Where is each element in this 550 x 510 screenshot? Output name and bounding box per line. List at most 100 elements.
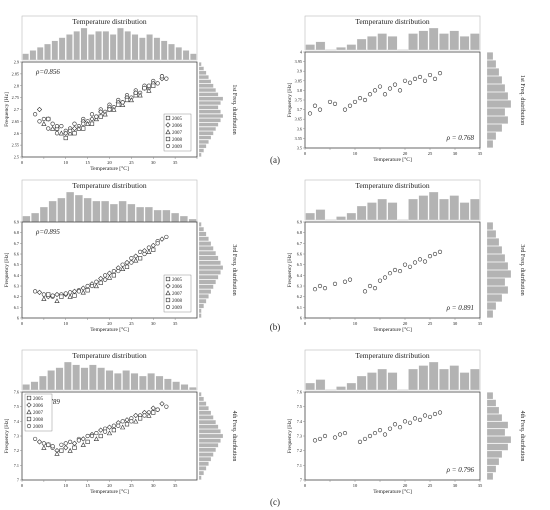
data-point	[54, 131, 60, 136]
y-tick-label: 3.8	[297, 88, 302, 93]
data-point	[427, 414, 433, 420]
y-tick-label: 3.85	[295, 78, 302, 83]
right-hist-bar	[198, 66, 204, 71]
data-point	[372, 286, 378, 291]
data-point	[138, 249, 143, 254]
right-hist-bar	[198, 92, 219, 97]
y-tick-label: 7.4	[14, 419, 20, 424]
right-hist-bar	[486, 116, 509, 124]
top-hist-bar	[387, 36, 398, 51]
data-point	[111, 273, 116, 278]
right-hist-bar	[486, 76, 503, 84]
data-point	[41, 292, 46, 297]
top-hist-bar	[367, 202, 377, 221]
x-tick-label: 15	[85, 483, 90, 488]
right-hist-bar	[486, 84, 506, 92]
data-point	[412, 76, 418, 81]
data-point	[37, 119, 42, 124]
x-tick-label: 25	[129, 321, 134, 326]
top-hist-frame	[21, 15, 198, 61]
y-tick-label: 6.9	[297, 220, 302, 225]
panel-label-c: (c)	[270, 497, 280, 507]
data-point	[124, 417, 130, 423]
right-hist-bar	[198, 299, 207, 304]
data-point	[322, 286, 328, 291]
top-hist-bar	[131, 34, 139, 61]
data-point	[54, 291, 60, 298]
top-hist-bar	[117, 27, 124, 61]
right-hist-bar	[486, 436, 512, 444]
right-hist-bar	[198, 461, 209, 466]
y-tick-label: 3.55	[295, 136, 302, 141]
top-hist-bar	[418, 30, 429, 51]
top-hist-bar	[127, 203, 136, 223]
top-hist-bar	[356, 205, 367, 221]
data-point	[36, 289, 43, 296]
data-point	[85, 283, 90, 289]
y-axis-label: Frequency [Hz]	[287, 253, 293, 288]
legend-marker	[26, 423, 32, 429]
x-tick-label: 10	[64, 321, 69, 326]
top-hist-bar	[449, 365, 460, 391]
data-point	[422, 413, 428, 418]
right-hist-bar	[198, 255, 219, 261]
y-tick-label: 6.8	[297, 230, 302, 235]
data-point	[138, 416, 143, 421]
top-hist-bar	[439, 368, 449, 391]
y-tick-label: 6	[17, 316, 19, 321]
data-point	[98, 109, 104, 115]
top-hist-bar	[164, 378, 172, 391]
legend-entry: 2006	[172, 285, 183, 290]
right-hist-bar	[198, 457, 212, 462]
right-hist-bar	[486, 472, 494, 480]
correlation-label: ρ=0.895	[35, 228, 60, 236]
top-hist-bar	[95, 31, 102, 61]
right-hist-bar	[486, 100, 512, 108]
right-hist-bar	[486, 52, 494, 60]
right-hist-bar	[198, 475, 202, 480]
data-point	[68, 290, 73, 295]
top-hist-bar	[171, 212, 180, 223]
data-point	[142, 251, 147, 257]
data-point	[392, 422, 398, 427]
top-hist-bar	[97, 367, 105, 391]
data-point	[50, 444, 55, 449]
data-point	[362, 97, 368, 103]
data-point	[63, 135, 68, 141]
scatter-points	[307, 71, 443, 116]
data-point	[85, 439, 90, 444]
data-point	[124, 422, 130, 427]
top-hist-bar	[64, 361, 72, 391]
top-hist-bar	[428, 191, 439, 221]
top-hist-bar	[87, 34, 95, 61]
data-point	[164, 404, 169, 409]
legend-entry: 2007	[33, 411, 44, 416]
data-point	[36, 106, 43, 113]
right-hist-bar	[198, 419, 216, 425]
data-point	[312, 438, 318, 443]
y-tick-label: 3.95	[295, 59, 302, 64]
y-tick-label: 4	[300, 50, 303, 55]
data-point	[33, 289, 38, 294]
right-hist-bar	[198, 251, 216, 256]
data-point	[120, 102, 126, 107]
right-hist-bar	[486, 310, 494, 318]
data-point	[412, 260, 418, 265]
right-hist-bar	[198, 260, 221, 266]
right-hist-bar	[198, 275, 219, 280]
top-hist-bar	[367, 36, 377, 51]
right-hist-bar	[486, 414, 503, 422]
legend-entry: 2008	[172, 299, 183, 304]
data-point	[387, 426, 393, 431]
top-hist-bar	[377, 368, 388, 391]
data-point	[103, 277, 108, 282]
top-hist-bar	[80, 367, 89, 391]
data-point	[67, 447, 73, 453]
data-point	[98, 114, 103, 119]
top-hist-bar	[305, 382, 315, 391]
legend-marker	[165, 290, 171, 296]
top-hist-bar	[153, 37, 161, 61]
data-point	[332, 101, 338, 106]
data-point	[50, 121, 55, 126]
top-hist-bar	[168, 43, 175, 61]
